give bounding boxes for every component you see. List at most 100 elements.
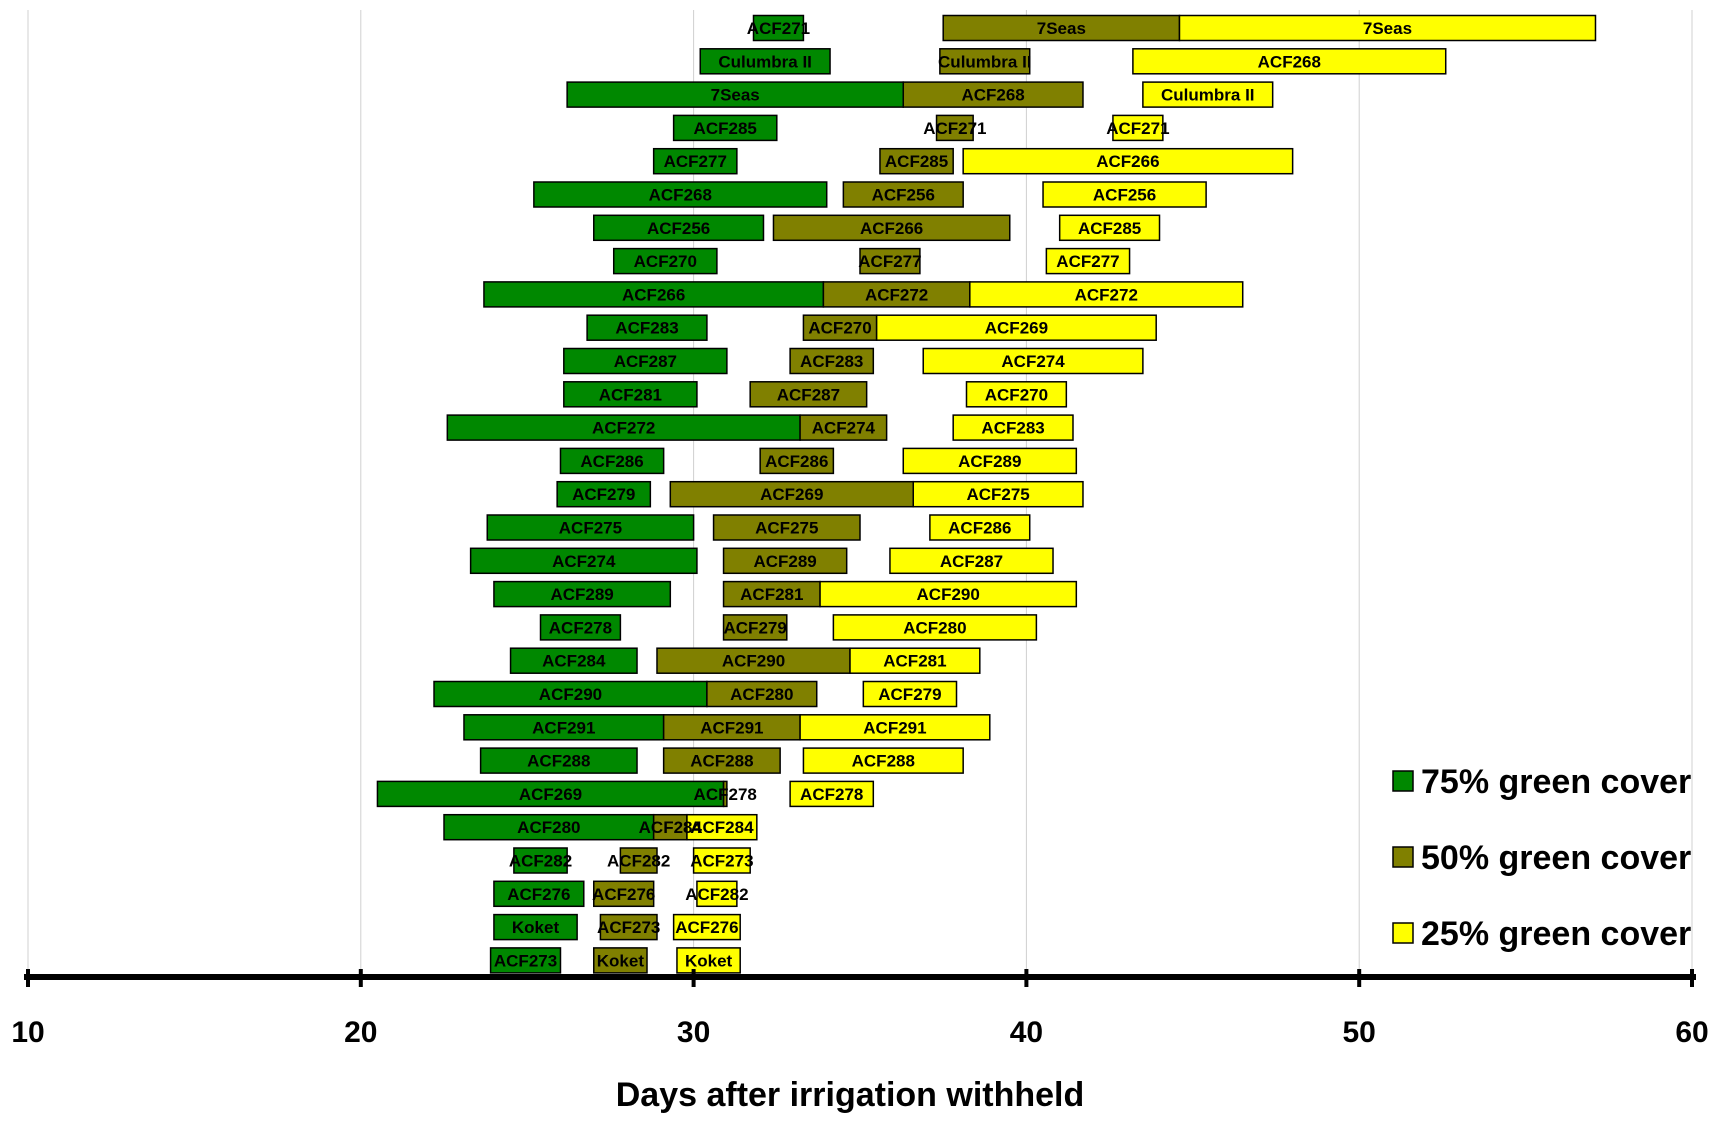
bar-label: ACF278 bbox=[800, 785, 863, 804]
bar-label: ACF266 bbox=[622, 285, 685, 304]
bar-label: ACF288 bbox=[852, 752, 915, 771]
legend-swatch-50 bbox=[1392, 846, 1414, 868]
bar-label: ACF283 bbox=[615, 319, 678, 338]
bar-75-acf286 bbox=[559, 447, 665, 475]
bar-25-acf280 bbox=[832, 614, 1038, 641]
bar-label: ACF284 bbox=[639, 818, 703, 837]
bar-25-acf269 bbox=[875, 314, 1157, 341]
bar-50-acf283 bbox=[789, 347, 875, 375]
bar-50-acf270 bbox=[802, 314, 878, 341]
x-tick-label-10: 10 bbox=[11, 1016, 44, 1049]
bar-25-acf273 bbox=[692, 847, 751, 874]
bar-label: ACF287 bbox=[940, 552, 1003, 571]
bar-75-acf272 bbox=[446, 414, 801, 441]
bar-label: ACF277 bbox=[664, 152, 727, 171]
bar-25-acf274 bbox=[922, 347, 1144, 375]
bar-label: ACF268 bbox=[1258, 52, 1321, 71]
bar-75-acf277 bbox=[652, 147, 738, 175]
bar-label: ACF277 bbox=[1056, 252, 1119, 271]
bar-label: Koket bbox=[597, 951, 645, 970]
bar-label: Culumbra II bbox=[718, 52, 812, 71]
bar-label: ACF286 bbox=[948, 519, 1011, 538]
bar-label: ACF274 bbox=[552, 552, 616, 571]
bar-label: ACF287 bbox=[777, 385, 840, 404]
bar-25-acf277 bbox=[1045, 247, 1131, 275]
x-axis-title: Days after irrigation withheld bbox=[616, 1076, 1085, 1114]
x-tick-label-40: 40 bbox=[1010, 1016, 1043, 1049]
bar-label: ACF280 bbox=[730, 685, 793, 704]
bar-label: ACF276 bbox=[507, 885, 570, 904]
bar-25-acf276 bbox=[672, 913, 741, 941]
bar-25-acf290 bbox=[819, 580, 1078, 608]
bar-50-acf291 bbox=[662, 714, 801, 741]
bars-group bbox=[376, 14, 1597, 974]
bar-label: ACF289 bbox=[958, 452, 1021, 471]
bar-75-acf290 bbox=[433, 680, 708, 708]
bar-label: Koket bbox=[512, 918, 560, 937]
bar-label: ACF272 bbox=[865, 285, 928, 304]
bar-50-acf285 bbox=[879, 147, 954, 175]
bar-75-acf256 bbox=[593, 214, 765, 242]
bar-50-acf289 bbox=[722, 547, 848, 575]
bar-75-acf285 bbox=[672, 114, 778, 142]
bar-75-acf274 bbox=[469, 547, 698, 575]
bar-75-acf269 bbox=[376, 780, 725, 808]
bar-label: ACF256 bbox=[872, 186, 935, 205]
bar-75-acf268 bbox=[533, 181, 828, 208]
bar-label: ACF256 bbox=[647, 219, 710, 238]
bar-label: ACF273 bbox=[597, 918, 660, 937]
bar-label: ACF291 bbox=[700, 718, 763, 737]
bar-25-acf278 bbox=[789, 780, 875, 808]
bar-label: ACF268 bbox=[961, 86, 1024, 105]
bar-label: ACF256 bbox=[1093, 186, 1156, 205]
bar-label: ACF269 bbox=[985, 319, 1048, 338]
bar-label: ACF280 bbox=[903, 618, 966, 637]
bar-75-acf279 bbox=[556, 480, 652, 508]
bar-75-acf283 bbox=[586, 314, 708, 341]
legend-entry-75: 75% green cover bbox=[1421, 763, 1691, 801]
bar-50-koket bbox=[593, 947, 648, 974]
bar-label: ACF279 bbox=[878, 685, 941, 704]
bar-label: ACF281 bbox=[883, 652, 946, 671]
bar-75-koket bbox=[493, 913, 578, 941]
x-tick-label-30: 30 bbox=[677, 1016, 710, 1049]
bar-label: ACF271 bbox=[1106, 119, 1169, 138]
bar-50-acf274 bbox=[799, 414, 888, 441]
bar-75-acf281 bbox=[563, 381, 698, 408]
bar-25-acf284 bbox=[686, 813, 758, 841]
bar-label: ACF289 bbox=[753, 552, 816, 571]
bar-label: ACF269 bbox=[760, 485, 823, 504]
bar-50-acf276 bbox=[593, 880, 655, 908]
bar-25-acf266 bbox=[962, 147, 1294, 175]
x-tick-label-20: 20 bbox=[344, 1016, 377, 1049]
bar-25-koket bbox=[676, 947, 741, 974]
bar-25-acf279 bbox=[862, 680, 958, 708]
bar-50-culumbra-ii bbox=[939, 48, 1031, 75]
bar-25-acf289 bbox=[902, 447, 1078, 475]
bar-75-acf273 bbox=[489, 947, 562, 974]
bar-25-acf272 bbox=[969, 281, 1244, 308]
bar-25-acf286 bbox=[929, 514, 1031, 541]
bar-25-acf271 bbox=[1112, 114, 1164, 142]
bar-label: ACF285 bbox=[1078, 219, 1141, 238]
bar-label: ACF282 bbox=[509, 852, 572, 871]
bar-label: ACF290 bbox=[722, 652, 785, 671]
x-tick-label-60: 60 bbox=[1675, 1016, 1708, 1049]
bar-label: ACF275 bbox=[559, 519, 622, 538]
bar-label: ACF283 bbox=[800, 352, 863, 371]
bar-25-acf281 bbox=[849, 647, 981, 674]
bar-label: ACF290 bbox=[917, 585, 980, 604]
bar-50-acf284 bbox=[652, 813, 688, 841]
bar-50-acf277 bbox=[859, 247, 921, 275]
bar-label: ACF273 bbox=[690, 852, 753, 871]
bar-label: 7Seas bbox=[1363, 19, 1412, 38]
bar-label: ACF279 bbox=[572, 485, 635, 504]
bar-label: ACF270 bbox=[985, 385, 1048, 404]
bar-label: Culumbra II bbox=[1161, 86, 1255, 105]
bar-25-acf288 bbox=[802, 747, 964, 774]
legend-entry-25: 25% green cover bbox=[1421, 915, 1691, 953]
bar-label: ACF270 bbox=[634, 252, 697, 271]
bar-75-acf271 bbox=[752, 14, 805, 42]
bar-50-acf268 bbox=[902, 81, 1084, 108]
